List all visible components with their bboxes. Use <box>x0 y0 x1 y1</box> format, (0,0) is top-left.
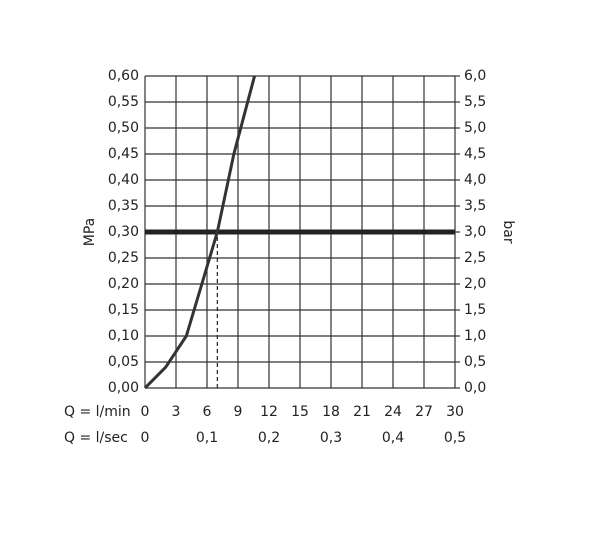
y-tick-label: 0,30 <box>108 224 139 240</box>
y2-tick-label: 3,5 <box>464 198 486 214</box>
y2-tick-label: 2,5 <box>464 250 486 266</box>
x2-tick-label: 0,2 <box>258 430 280 446</box>
y-tick-label: 0,10 <box>108 328 139 344</box>
y2-tick-label: 5,5 <box>464 94 486 110</box>
y-tick-label: 0,25 <box>108 250 139 266</box>
y2-tick-label: 0,5 <box>464 354 486 370</box>
y2-tick-label: 0,0 <box>464 380 486 396</box>
x-tick-label: 15 <box>291 404 309 420</box>
y-tick-label: 0,40 <box>108 172 139 188</box>
y2-tick-label: 6,0 <box>464 68 486 84</box>
x-tick-label: 18 <box>322 404 340 420</box>
y2-tick-label: 2,0 <box>464 276 486 292</box>
x-tick-label: 24 <box>384 404 402 420</box>
x-tick-label: 30 <box>446 404 464 420</box>
y-tick-label: 0,15 <box>108 302 139 318</box>
y2-tick-label: 3,0 <box>464 224 486 240</box>
y2-axis-label: bar <box>500 220 516 243</box>
y-tick-label: 0,00 <box>108 380 139 396</box>
x-tick-label: 12 <box>260 404 278 420</box>
y-tick-label: 0,35 <box>108 198 139 214</box>
y-tick-label: 0,45 <box>108 146 139 162</box>
y2-tick-label: 4,5 <box>464 146 486 162</box>
x-tick-label: 9 <box>234 404 243 420</box>
y2-tick-label: 1,0 <box>464 328 486 344</box>
curve <box>143 75 256 390</box>
y-tick-label: 0,50 <box>108 120 139 136</box>
x-tick-label: 27 <box>415 404 433 420</box>
x2-tick-label: 0,3 <box>320 430 342 446</box>
x2-axis-label: Q = l/sec <box>64 430 128 446</box>
y2-tick-label: 5,0 <box>464 120 486 136</box>
x-axis-label: Q = l/min <box>64 404 131 420</box>
x2-tick-label: 0 <box>141 430 150 446</box>
x2-tick-label: 0,5 <box>444 430 466 446</box>
y-tick-label: 0,55 <box>108 94 139 110</box>
y2-tick-label: 4,0 <box>464 172 486 188</box>
x-tick-label: 6 <box>203 404 212 420</box>
y-axis-label: MPa <box>82 218 98 246</box>
y2-tick-label: 1,5 <box>464 302 486 318</box>
y-tick-label: 0,60 <box>108 68 139 84</box>
x2-tick-label: 0,4 <box>382 430 404 446</box>
x-tick-label: 0 <box>141 404 150 420</box>
x-tick-label: 3 <box>172 404 181 420</box>
y-tick-label: 0,20 <box>108 276 139 292</box>
y-tick-label: 0,05 <box>108 354 139 370</box>
x-tick-label: 21 <box>353 404 371 420</box>
x2-tick-label: 0,1 <box>196 430 218 446</box>
